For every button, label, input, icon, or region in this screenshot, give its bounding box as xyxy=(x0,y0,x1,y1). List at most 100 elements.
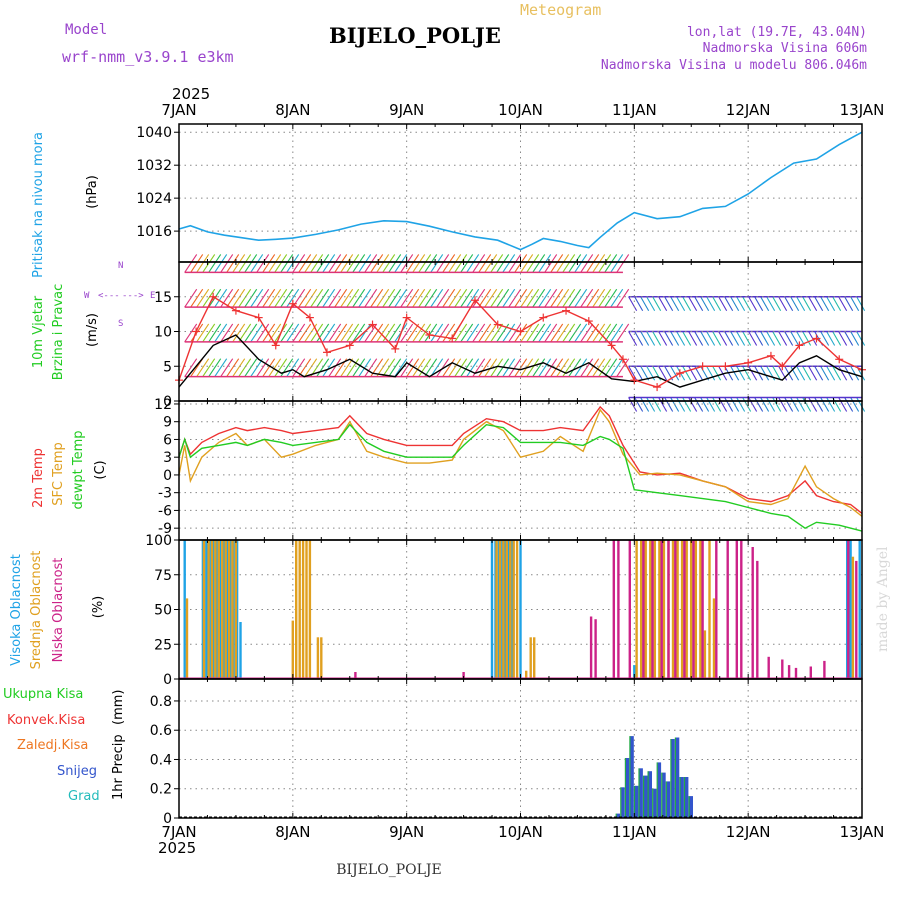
wind-barb xyxy=(490,254,504,273)
wind-barb xyxy=(424,254,438,273)
bar-srednja-oblacnost xyxy=(305,540,308,679)
wind-barb xyxy=(598,358,612,377)
wind-barb xyxy=(340,358,354,377)
x-tick-label-bottom: 10JAN xyxy=(498,823,543,841)
bar-snijeg xyxy=(653,788,657,818)
wind-barb xyxy=(244,323,258,343)
wind-barb xyxy=(820,296,830,312)
temp-ylabel: 2m Temp SFC Temp dewpt Temp (C) xyxy=(31,430,108,509)
bar-niska-oblacnost xyxy=(354,672,357,679)
wind-barb xyxy=(838,397,848,412)
bar-srednja-oblacnost xyxy=(685,540,688,679)
wind-barb xyxy=(268,358,282,377)
bar-visoka-oblacnost xyxy=(239,622,242,679)
y-tick-label: 9 xyxy=(163,415,172,431)
wind-barb xyxy=(850,331,860,346)
dir-w-arrow: <--- xyxy=(98,291,120,301)
wind-barb xyxy=(838,365,848,381)
temp-ylabel-1: 2m Temp xyxy=(31,448,46,508)
wind-barb xyxy=(466,358,480,377)
wind-barb xyxy=(256,288,270,308)
wind-barb xyxy=(346,323,360,343)
y-tick-label: 3 xyxy=(163,450,172,466)
bar-srednja-oblacnost xyxy=(662,540,666,679)
bar-snijeg xyxy=(662,772,666,818)
credit: made by Angel xyxy=(875,546,891,652)
wind-barb xyxy=(358,288,372,308)
bar-srednja-oblacnost xyxy=(703,630,707,679)
bar-srednja-oblacnost xyxy=(680,540,684,679)
wind-barb xyxy=(694,296,704,312)
tick-labels: 1016102410321040051015-9-6-3036912025507… xyxy=(136,101,884,841)
wind-barb xyxy=(364,358,378,377)
wind-barb xyxy=(790,296,800,312)
wind-barb xyxy=(430,254,444,273)
wind-barb xyxy=(730,365,740,381)
wind-barb xyxy=(490,288,504,308)
wind-barb xyxy=(730,331,740,346)
wind-barb xyxy=(568,358,582,377)
bar-srednja-oblacnost xyxy=(653,540,656,679)
wind-barb xyxy=(262,254,276,273)
panel-frames xyxy=(178,123,863,819)
wind-barb xyxy=(592,254,606,273)
wind-barb xyxy=(760,296,770,312)
cloud-ylabel-2: Srednja Oblacnost xyxy=(29,551,44,670)
wind-barb xyxy=(358,254,372,273)
bar-snijeg xyxy=(625,758,630,818)
wind-barb xyxy=(562,358,576,377)
bar-visoka-oblacnost xyxy=(849,540,852,679)
wind-barb xyxy=(520,254,534,273)
wind-barb xyxy=(628,296,638,312)
wind-barb xyxy=(256,358,270,377)
wind-barb xyxy=(442,254,456,273)
bar-snijeg xyxy=(634,785,639,818)
wind-barb xyxy=(502,288,516,308)
wind-barb xyxy=(232,288,246,308)
wind-barb xyxy=(634,331,644,346)
station-title: BIJELO_POLJE xyxy=(329,23,501,48)
y-tick-label: 15 xyxy=(154,290,172,306)
wind-barb xyxy=(850,296,860,312)
bar-srednja-oblacnost xyxy=(505,540,508,679)
wind-barb xyxy=(508,358,522,377)
x-tick-label-top: 10JAN xyxy=(498,101,543,119)
precip-legend-snow: Snijeg xyxy=(57,764,97,779)
x-tick-label-top: 11JAN xyxy=(612,101,657,119)
wind-barb xyxy=(610,323,624,343)
bar-srednja-oblacnost xyxy=(708,540,711,679)
wind-barb xyxy=(676,397,686,412)
bar-niska-oblacnost xyxy=(667,540,670,679)
wind-barb xyxy=(616,254,630,273)
wind-barb xyxy=(766,397,776,412)
wind-barb xyxy=(424,358,438,377)
wind-barb xyxy=(802,331,812,346)
wind-barb xyxy=(688,397,698,412)
wind-barb xyxy=(454,358,468,377)
wind-barb xyxy=(484,254,498,273)
wind-barb xyxy=(382,358,396,377)
wind-barb xyxy=(448,358,462,377)
wind-barb xyxy=(250,358,264,377)
wind-barb xyxy=(202,288,216,308)
wind-barb xyxy=(574,323,588,343)
wind-barb xyxy=(670,397,680,412)
wind-barb xyxy=(826,296,836,312)
wind-barb xyxy=(352,358,366,377)
x-tick-label-top: 9JAN xyxy=(389,101,424,119)
x-tick-label-bottom: 11JAN xyxy=(612,823,657,841)
cloud-unit: (%) xyxy=(91,596,106,619)
wind-barb xyxy=(316,323,330,343)
wind-barb xyxy=(586,358,600,377)
wind-barb xyxy=(592,358,606,377)
wind-barb xyxy=(262,358,276,377)
wind-barb xyxy=(406,323,420,343)
panel-frame-precip xyxy=(178,678,863,819)
wind-barb xyxy=(376,288,390,308)
wind-barb xyxy=(712,331,722,346)
wind-barb xyxy=(202,323,216,343)
wind-barb xyxy=(730,296,740,312)
bar-snijeg xyxy=(639,768,643,818)
wind-barb xyxy=(472,358,486,377)
wind-barb xyxy=(310,254,324,273)
